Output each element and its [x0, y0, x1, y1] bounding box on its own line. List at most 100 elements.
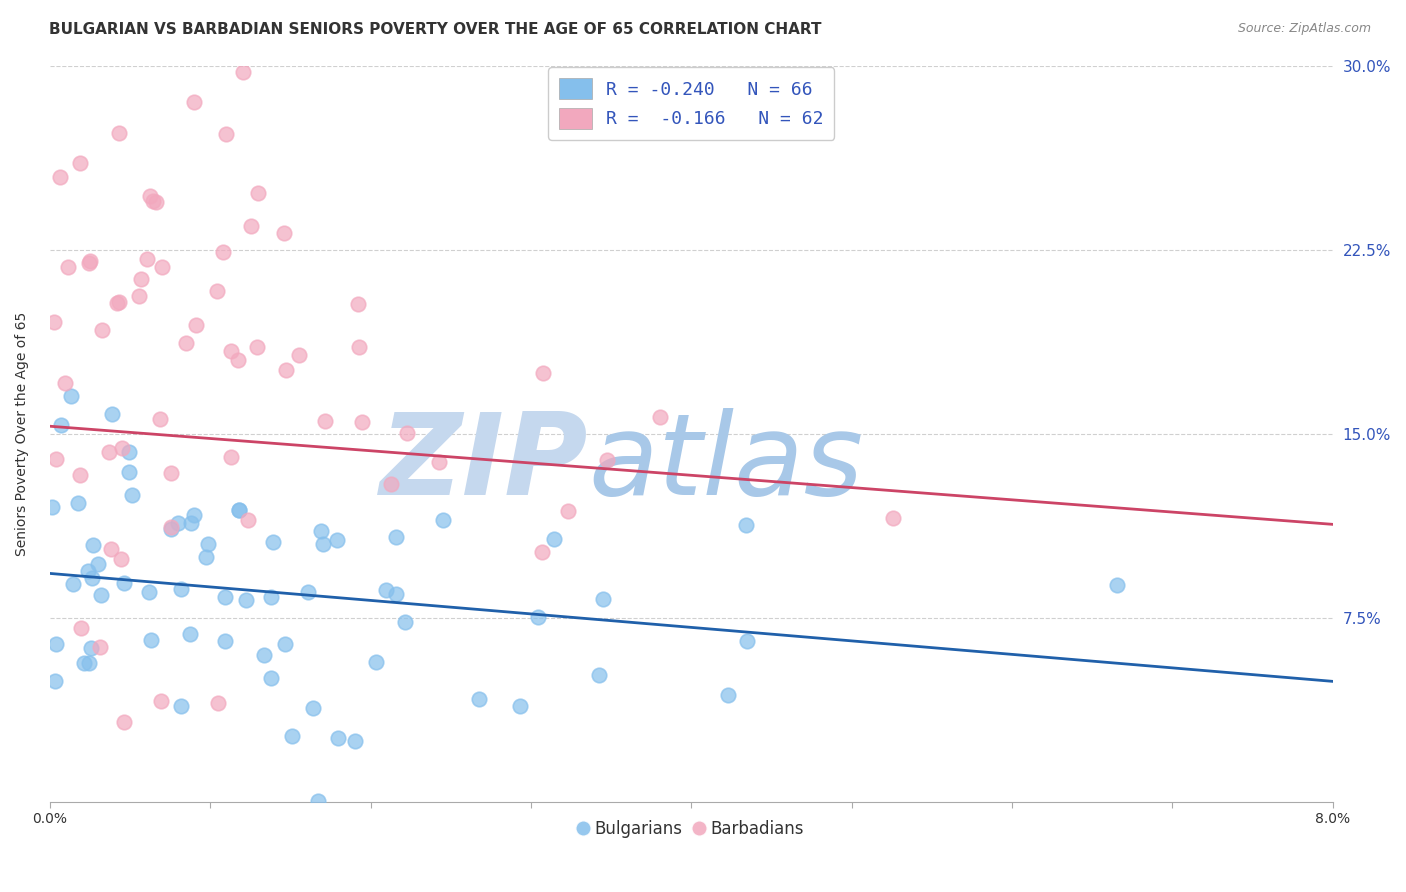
Point	[557, 504, 579, 518]
Point	[232, 65, 254, 79]
Point	[183, 508, 205, 522]
Point	[311, 524, 333, 538]
Point	[41, 500, 63, 514]
Point	[311, 537, 333, 551]
Point	[49, 170, 72, 185]
Point	[170, 582, 193, 597]
Point	[1105, 577, 1128, 591]
Point	[235, 593, 257, 607]
Point	[69, 467, 91, 482]
Point	[135, 252, 157, 266]
Point	[596, 452, 619, 467]
Point	[139, 188, 162, 202]
Point	[543, 532, 565, 546]
Point	[197, 537, 219, 551]
Point	[228, 503, 250, 517]
Point	[207, 696, 229, 710]
Point	[526, 610, 548, 624]
Point	[82, 571, 104, 585]
Point	[274, 363, 297, 377]
Point	[129, 272, 152, 286]
Point	[432, 513, 454, 527]
Point	[734, 518, 756, 533]
Point	[179, 627, 201, 641]
Point	[49, 417, 72, 432]
Point	[344, 734, 367, 748]
Point	[246, 340, 269, 354]
Point	[100, 542, 122, 557]
Point	[138, 585, 160, 599]
Y-axis label: Seniors Poverty Over the Age of 65: Seniors Poverty Over the Age of 65	[15, 311, 30, 556]
Point	[174, 336, 197, 351]
Point	[347, 340, 370, 354]
Point	[239, 219, 262, 234]
Point	[59, 389, 82, 403]
Point	[427, 455, 450, 469]
Point	[89, 640, 111, 655]
Point	[374, 582, 396, 597]
Point	[111, 441, 134, 455]
Point	[118, 465, 141, 479]
Point	[326, 731, 349, 745]
Point	[44, 637, 66, 651]
Point	[66, 496, 89, 510]
Point	[110, 551, 132, 566]
Point	[314, 414, 336, 428]
Point	[86, 557, 108, 571]
Point	[717, 688, 740, 702]
Point	[180, 516, 202, 530]
Point	[592, 591, 614, 606]
Point	[350, 415, 373, 429]
Point	[121, 488, 143, 502]
Point	[159, 522, 181, 536]
Point	[194, 549, 217, 564]
Point	[53, 376, 76, 390]
Point	[139, 632, 162, 647]
Point	[364, 655, 387, 669]
Point	[297, 585, 319, 599]
Point	[108, 126, 131, 140]
Point	[90, 323, 112, 337]
Point	[214, 590, 236, 604]
Point	[112, 575, 135, 590]
Point	[260, 591, 283, 605]
Point	[90, 588, 112, 602]
Point	[226, 353, 249, 368]
Point	[467, 692, 489, 706]
Point	[69, 155, 91, 169]
Point	[882, 511, 904, 525]
Point	[395, 425, 418, 440]
Point	[509, 698, 531, 713]
Point	[326, 533, 349, 547]
Point	[45, 452, 67, 467]
Point	[105, 296, 128, 310]
Point	[247, 186, 270, 201]
Point	[211, 244, 233, 259]
Point	[394, 615, 416, 629]
Point	[142, 194, 165, 209]
Point	[77, 656, 100, 670]
Point	[273, 226, 295, 240]
Point	[253, 648, 276, 662]
Point	[531, 366, 554, 380]
Point	[80, 641, 103, 656]
Point	[307, 794, 329, 808]
Point	[145, 194, 167, 209]
Point	[588, 668, 610, 682]
Point	[42, 315, 65, 329]
Point	[346, 296, 368, 310]
Point	[186, 318, 208, 332]
Point	[98, 445, 121, 459]
Point	[274, 637, 297, 651]
Point	[530, 545, 553, 559]
Point	[219, 450, 242, 465]
Point	[159, 466, 181, 480]
Point	[118, 444, 141, 458]
Point	[56, 260, 79, 275]
Point	[259, 671, 281, 685]
Point	[160, 519, 183, 533]
Point	[385, 587, 408, 601]
Point	[205, 284, 228, 298]
Point	[281, 729, 304, 743]
Point	[167, 516, 190, 531]
